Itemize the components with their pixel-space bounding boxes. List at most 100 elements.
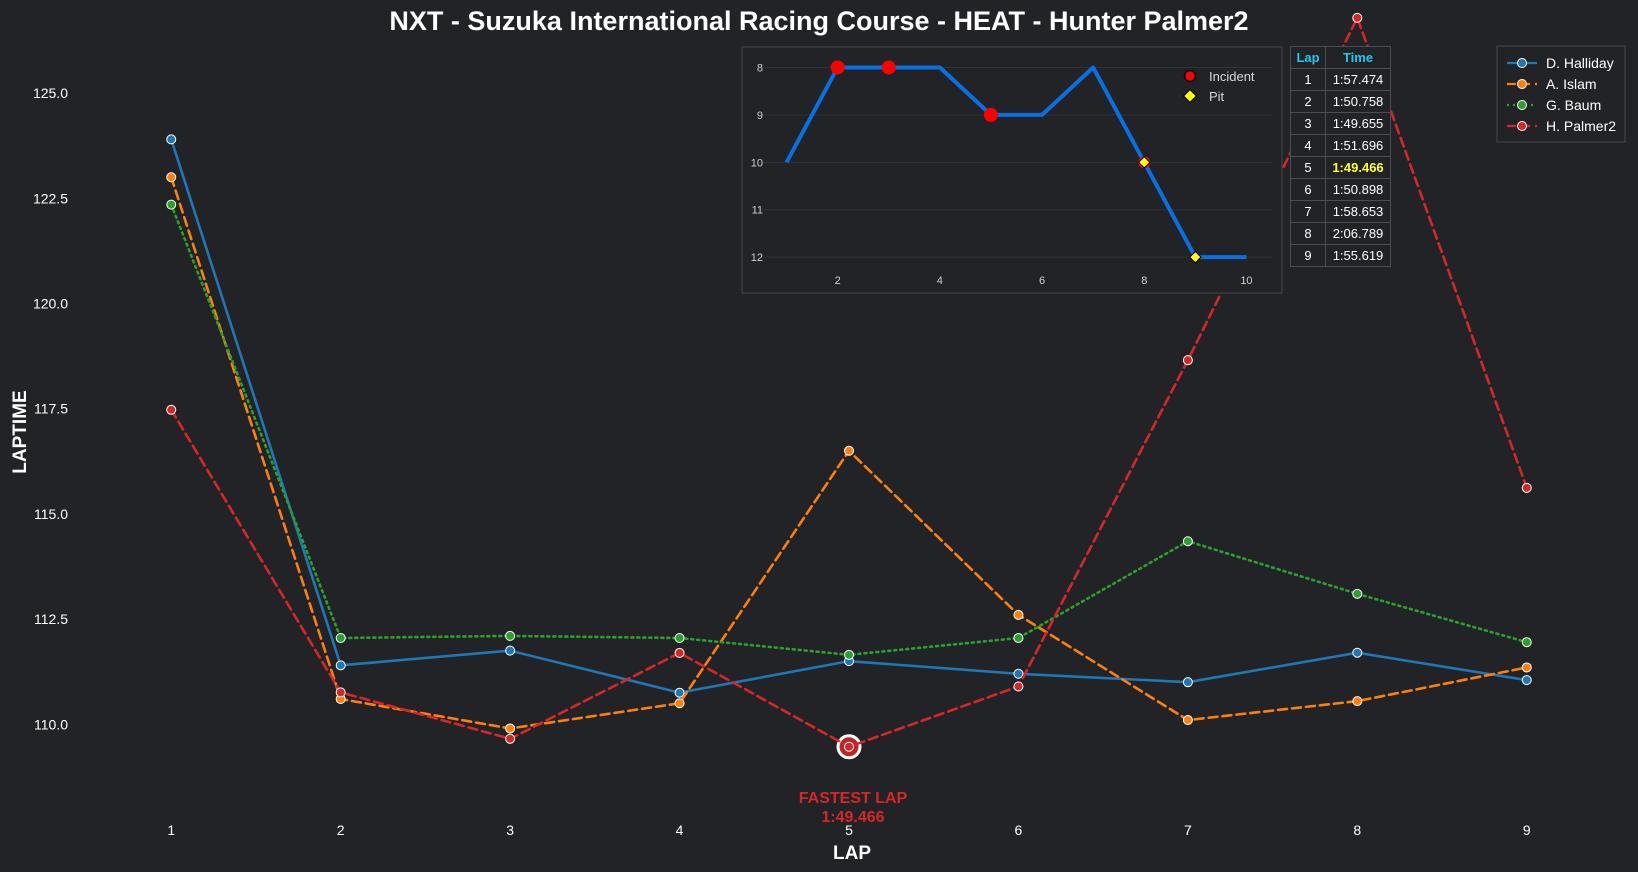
legend-marker bbox=[1517, 121, 1527, 131]
legend-item: A. Islam bbox=[1507, 76, 1597, 92]
lap-number: 2 bbox=[1290, 90, 1326, 113]
data-point bbox=[166, 134, 177, 145]
lap-number: 1 bbox=[1290, 68, 1326, 91]
x-tick-label: 2 bbox=[337, 822, 345, 838]
data-point bbox=[674, 698, 685, 709]
data-point bbox=[844, 741, 854, 752]
data-point bbox=[1521, 675, 1532, 686]
y-axis-ticks: 110.0 112.5 115.0 117.5 120.0 122.5 125.0 bbox=[33, 85, 68, 732]
x-tick-label: 4 bbox=[676, 822, 684, 838]
legend: D. Halliday A. Islam G. Baum H. Palmer2 bbox=[1496, 45, 1626, 143]
lap-number: 5 bbox=[1290, 156, 1326, 179]
data-point bbox=[1013, 609, 1024, 620]
incident-marker bbox=[830, 60, 845, 75]
fastest-lap-annotation: FASTEST LAP 1:49.466 bbox=[799, 790, 908, 826]
data-point bbox=[1182, 715, 1193, 726]
series-h-palmer2 bbox=[166, 12, 1532, 752]
data-point bbox=[1352, 12, 1363, 23]
data-point bbox=[844, 445, 854, 456]
lap-number: 6 bbox=[1290, 178, 1326, 201]
legend-label: H. Palmer2 bbox=[1546, 118, 1616, 134]
incident-marker bbox=[881, 60, 896, 75]
x-tick-label: 8 bbox=[1353, 822, 1361, 838]
table-row: 9 1:55.619 bbox=[1290, 244, 1391, 267]
table-row: 6 1:50.898 bbox=[1290, 178, 1391, 201]
data-point bbox=[1182, 536, 1193, 547]
data-point bbox=[844, 649, 854, 660]
lap-time: 1:49.466 bbox=[1325, 156, 1391, 179]
data-point bbox=[1352, 647, 1363, 658]
inset-y-tick-label: 10 bbox=[751, 157, 763, 169]
data-point bbox=[505, 723, 516, 734]
data-point bbox=[505, 630, 516, 641]
x-axis-label: LAP bbox=[833, 843, 871, 864]
data-point bbox=[166, 172, 177, 183]
legend-marker bbox=[1517, 79, 1527, 89]
lap-number: 3 bbox=[1290, 112, 1326, 135]
data-point bbox=[1352, 696, 1363, 707]
table-header-lap: Lap bbox=[1290, 46, 1326, 69]
x-tick-label: 7 bbox=[1184, 822, 1192, 838]
data-point bbox=[1013, 668, 1024, 679]
inset-x-tick-label: 8 bbox=[1141, 275, 1147, 287]
data-point bbox=[166, 404, 177, 415]
series-d-halliday bbox=[166, 134, 1532, 698]
inset-ticks: 8 9 10 11 12 2 4 6 8 10 bbox=[751, 62, 1253, 287]
pit-legend-marker bbox=[1182, 88, 1198, 104]
x-tick-label: 1 bbox=[167, 822, 175, 838]
legend-marker bbox=[1517, 100, 1527, 110]
lap-number: 8 bbox=[1290, 222, 1326, 245]
lap-time: 1:51.696 bbox=[1325, 134, 1391, 157]
lap-number: 4 bbox=[1290, 134, 1326, 157]
lap-time: 1:50.758 bbox=[1325, 90, 1391, 113]
data-point bbox=[1521, 482, 1532, 493]
y-tick-label: 117.5 bbox=[34, 401, 68, 417]
inset-y-tick-label: 11 bbox=[752, 205, 763, 217]
table-row: 5 1:49.466 bbox=[1290, 156, 1391, 179]
y-tick-label: 120.0 bbox=[33, 295, 68, 311]
data-point bbox=[335, 660, 346, 671]
y-tick-label: 115.0 bbox=[34, 506, 68, 522]
inset-x-tick-label: 2 bbox=[835, 275, 841, 287]
data-point bbox=[166, 199, 177, 210]
incident-marker bbox=[983, 107, 998, 122]
inset-y-tick-label: 9 bbox=[757, 110, 763, 122]
lap-time-table: Lap Time 1 1:57.474 2 1:50.758 3 1:49.655 4… bbox=[1290, 46, 1391, 267]
lap-number: 9 bbox=[1290, 244, 1326, 267]
pit-marker bbox=[1188, 250, 1202, 264]
data-point bbox=[1182, 677, 1193, 688]
data-point bbox=[505, 645, 516, 656]
lap-time: 2:06.789 bbox=[1325, 222, 1391, 245]
table-row: 2 1:50.758 bbox=[1290, 90, 1391, 113]
table-row: 8 2:06.789 bbox=[1290, 222, 1391, 245]
fastest-lap-value: 1:49.466 bbox=[821, 809, 884, 826]
table-row: 7 1:58.653 bbox=[1290, 200, 1391, 223]
fastest-lap-label: FASTEST LAP bbox=[799, 790, 908, 807]
legend-item: D. Halliday bbox=[1507, 55, 1614, 71]
data-point bbox=[1352, 588, 1363, 599]
data-point bbox=[1521, 662, 1532, 673]
lap-time: 1:58.653 bbox=[1325, 200, 1391, 223]
series-g-baum bbox=[166, 199, 1532, 660]
series-layer bbox=[166, 12, 1532, 760]
y-tick-label: 110.0 bbox=[34, 716, 68, 732]
y-tick-label: 112.5 bbox=[34, 611, 68, 627]
data-point bbox=[674, 687, 685, 698]
data-point bbox=[1013, 681, 1024, 692]
data-point bbox=[1521, 637, 1532, 648]
inset-x-tick-label: 10 bbox=[1240, 275, 1252, 287]
inset-legend: Incident Pit bbox=[1182, 69, 1255, 104]
pit-marker bbox=[1137, 155, 1151, 169]
x-axis-ticks: 1 2 3 4 5 6 7 8 9 bbox=[167, 822, 1531, 838]
legend-label: G. Baum bbox=[1546, 97, 1601, 113]
data-point bbox=[1182, 355, 1193, 366]
x-tick-label: 5 bbox=[845, 822, 853, 838]
x-tick-label: 9 bbox=[1523, 822, 1531, 838]
lap-time: 1:50.898 bbox=[1325, 178, 1391, 201]
lap-time: 1:49.655 bbox=[1325, 112, 1391, 135]
legend-label: D. Halliday bbox=[1546, 55, 1614, 71]
inset-y-tick-label: 8 bbox=[757, 62, 763, 74]
position-line bbox=[784, 65, 1247, 260]
data-point bbox=[335, 633, 346, 644]
